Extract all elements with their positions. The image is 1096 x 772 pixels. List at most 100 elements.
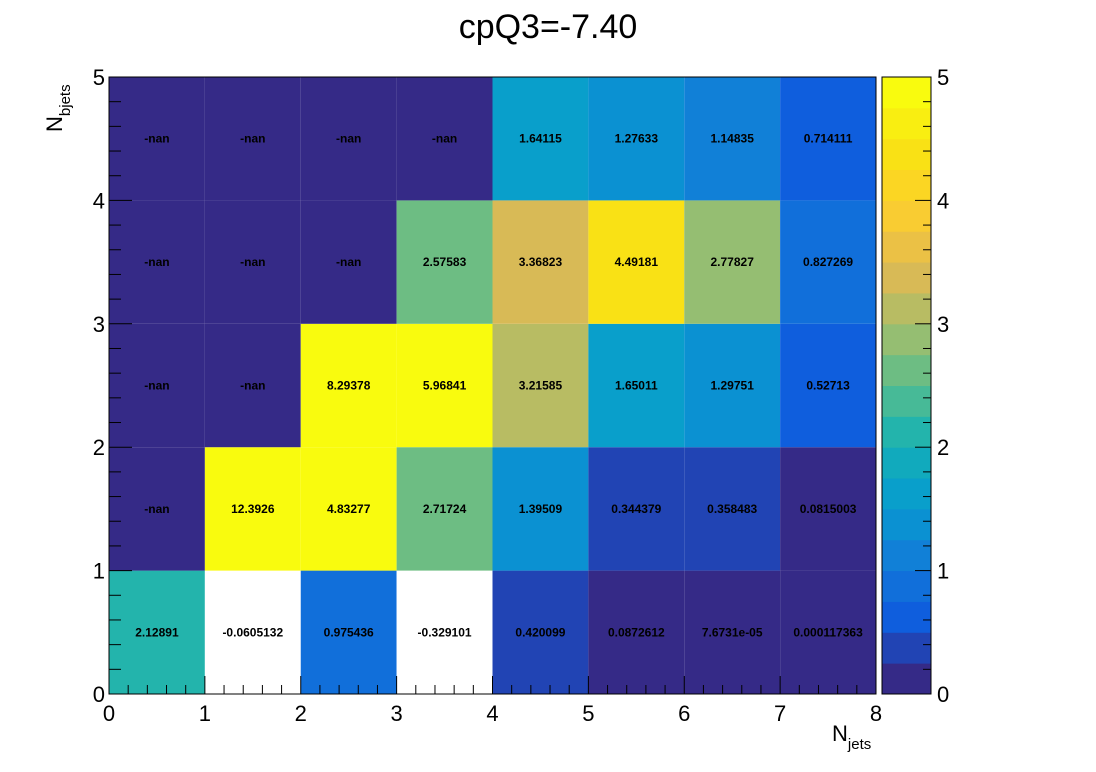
color-scale-tick-label: 2	[937, 435, 949, 460]
color-scale-level	[882, 447, 931, 479]
cell-value-label: -0.329101	[418, 625, 472, 639]
cell-value-label: 0.827269	[803, 255, 853, 269]
heatmap-cell	[588, 323, 685, 448]
heatmap-cell	[204, 77, 301, 201]
y-axis-label: Nbjets	[42, 84, 74, 132]
cell-value-label: 0.344379	[611, 502, 661, 516]
heatmap-cell	[780, 570, 876, 694]
y-tick-label: 2	[93, 435, 105, 460]
cell-value-label: 1.64115	[519, 132, 562, 146]
x-axis-label-sub: jets	[847, 736, 871, 753]
x-tick-label: 3	[391, 701, 403, 726]
heatmap-cell	[780, 200, 876, 324]
cell-value-label: -nan	[336, 255, 361, 269]
cell-value-label: 3.36823	[519, 255, 563, 269]
x-tick-label: 0	[103, 701, 115, 726]
cell-value-label: -nan	[240, 255, 265, 269]
color-scale-level	[882, 416, 931, 448]
heatmap-cell	[109, 200, 205, 324]
heatmap-cell	[492, 77, 589, 201]
color-scale-level	[882, 107, 931, 140]
color-scale-level	[882, 292, 931, 325]
heatmap-cell	[396, 323, 493, 448]
heatmap-cell	[204, 200, 301, 324]
cell-value-label: 1.27633	[615, 132, 659, 146]
color-scale-level	[882, 138, 931, 171]
cell-value-label: 2.71724	[423, 502, 467, 516]
heatmap-cell	[204, 570, 301, 694]
y-axis-label-sub: bjets	[57, 84, 74, 116]
color-scale-level	[882, 632, 931, 664]
heatmap-cell	[204, 323, 301, 448]
cell-value-label: 2.57583	[423, 255, 467, 269]
cell-value-label: 4.49181	[615, 255, 659, 269]
color-scale-level	[882, 570, 931, 602]
cell-value-label: -nan	[240, 379, 265, 393]
cell-value-label: 0.975436	[324, 625, 374, 639]
x-tick-label: 5	[582, 701, 594, 726]
heatmap-cell	[300, 323, 397, 448]
heatmap-cell	[588, 200, 685, 324]
cell-value-label: 1.65011	[615, 379, 658, 393]
color-scale-level	[882, 478, 931, 510]
heatmap-cell	[588, 570, 685, 694]
cell-value-label: 5.96841	[423, 379, 467, 393]
x-axis: 0 1 2 3 4 5 6 7 8	[103, 676, 882, 726]
color-scale-level	[882, 77, 931, 109]
heatmap-cell	[109, 447, 205, 571]
color-scale-level	[882, 200, 931, 232]
cell-value-label: 4.83277	[327, 502, 371, 516]
heatmap-cell	[684, 570, 781, 694]
heatmap-cell	[684, 447, 781, 571]
color-scale-bar	[881, 76, 932, 695]
cell-value-label: 0.358483	[707, 502, 757, 516]
color-scale-level	[882, 663, 931, 695]
heatmap-cell	[300, 200, 397, 324]
cell-value-label: -nan	[144, 502, 169, 516]
heatmap-cell	[109, 77, 205, 201]
cell-value-label: 2.12891	[135, 625, 179, 639]
heatmap-cell	[300, 447, 397, 571]
heatmap-cell	[780, 77, 876, 201]
cell-value-label: -0.0605132	[222, 625, 283, 639]
color-scale-level	[882, 323, 931, 356]
heatmap-cell	[780, 447, 876, 571]
x-tick-label: 2	[295, 701, 307, 726]
heatmap-cell	[588, 77, 685, 201]
color-scale-tick-label: 1	[937, 559, 949, 584]
cell-value-label: 0.52713	[806, 379, 850, 393]
x-tick-label: 1	[199, 701, 211, 726]
heatmap-cell	[684, 77, 781, 201]
heatmap-cell	[684, 200, 781, 324]
cell-value-label: 1.14835	[710, 132, 754, 146]
color-scale-tick-label: 4	[937, 188, 949, 213]
heatmap-cell	[492, 447, 589, 571]
cell-value-label: 0.714111	[804, 132, 853, 146]
heatmap-cell	[300, 77, 397, 201]
cell-value-label: 2.77827	[710, 255, 754, 269]
heatmap-cell	[396, 77, 493, 201]
cell-value-label: 0.000117363	[793, 625, 863, 639]
color-scale-level	[882, 539, 931, 572]
x-tick-label: 7	[774, 701, 786, 726]
y-tick-label: 5	[93, 65, 105, 90]
cell-value-label: 0.420099	[515, 625, 565, 639]
heatmap-cell	[109, 570, 205, 694]
color-scale-frame	[881, 76, 932, 695]
y-tick-label: 1	[93, 559, 105, 584]
heatmap-cell	[109, 323, 205, 448]
x-tick-label: 8	[870, 701, 882, 726]
x-axis-label: Njets	[832, 721, 871, 753]
color-scale-level	[882, 169, 931, 201]
heatmap-cell	[588, 447, 685, 571]
color-scale-tick-label: 0	[937, 682, 949, 707]
heatmap-cells	[109, 77, 876, 694]
heatmap-cell	[396, 200, 493, 324]
cell-value-label: -nan	[144, 255, 169, 269]
color-scale-tick-label: 3	[937, 312, 949, 337]
color-scale-tick-label: 5	[937, 65, 949, 90]
y-tick-label: 3	[93, 312, 105, 337]
heatmap-cell	[492, 570, 589, 694]
y-tick-label: 4	[93, 188, 105, 213]
heatmap-cell	[396, 570, 493, 694]
